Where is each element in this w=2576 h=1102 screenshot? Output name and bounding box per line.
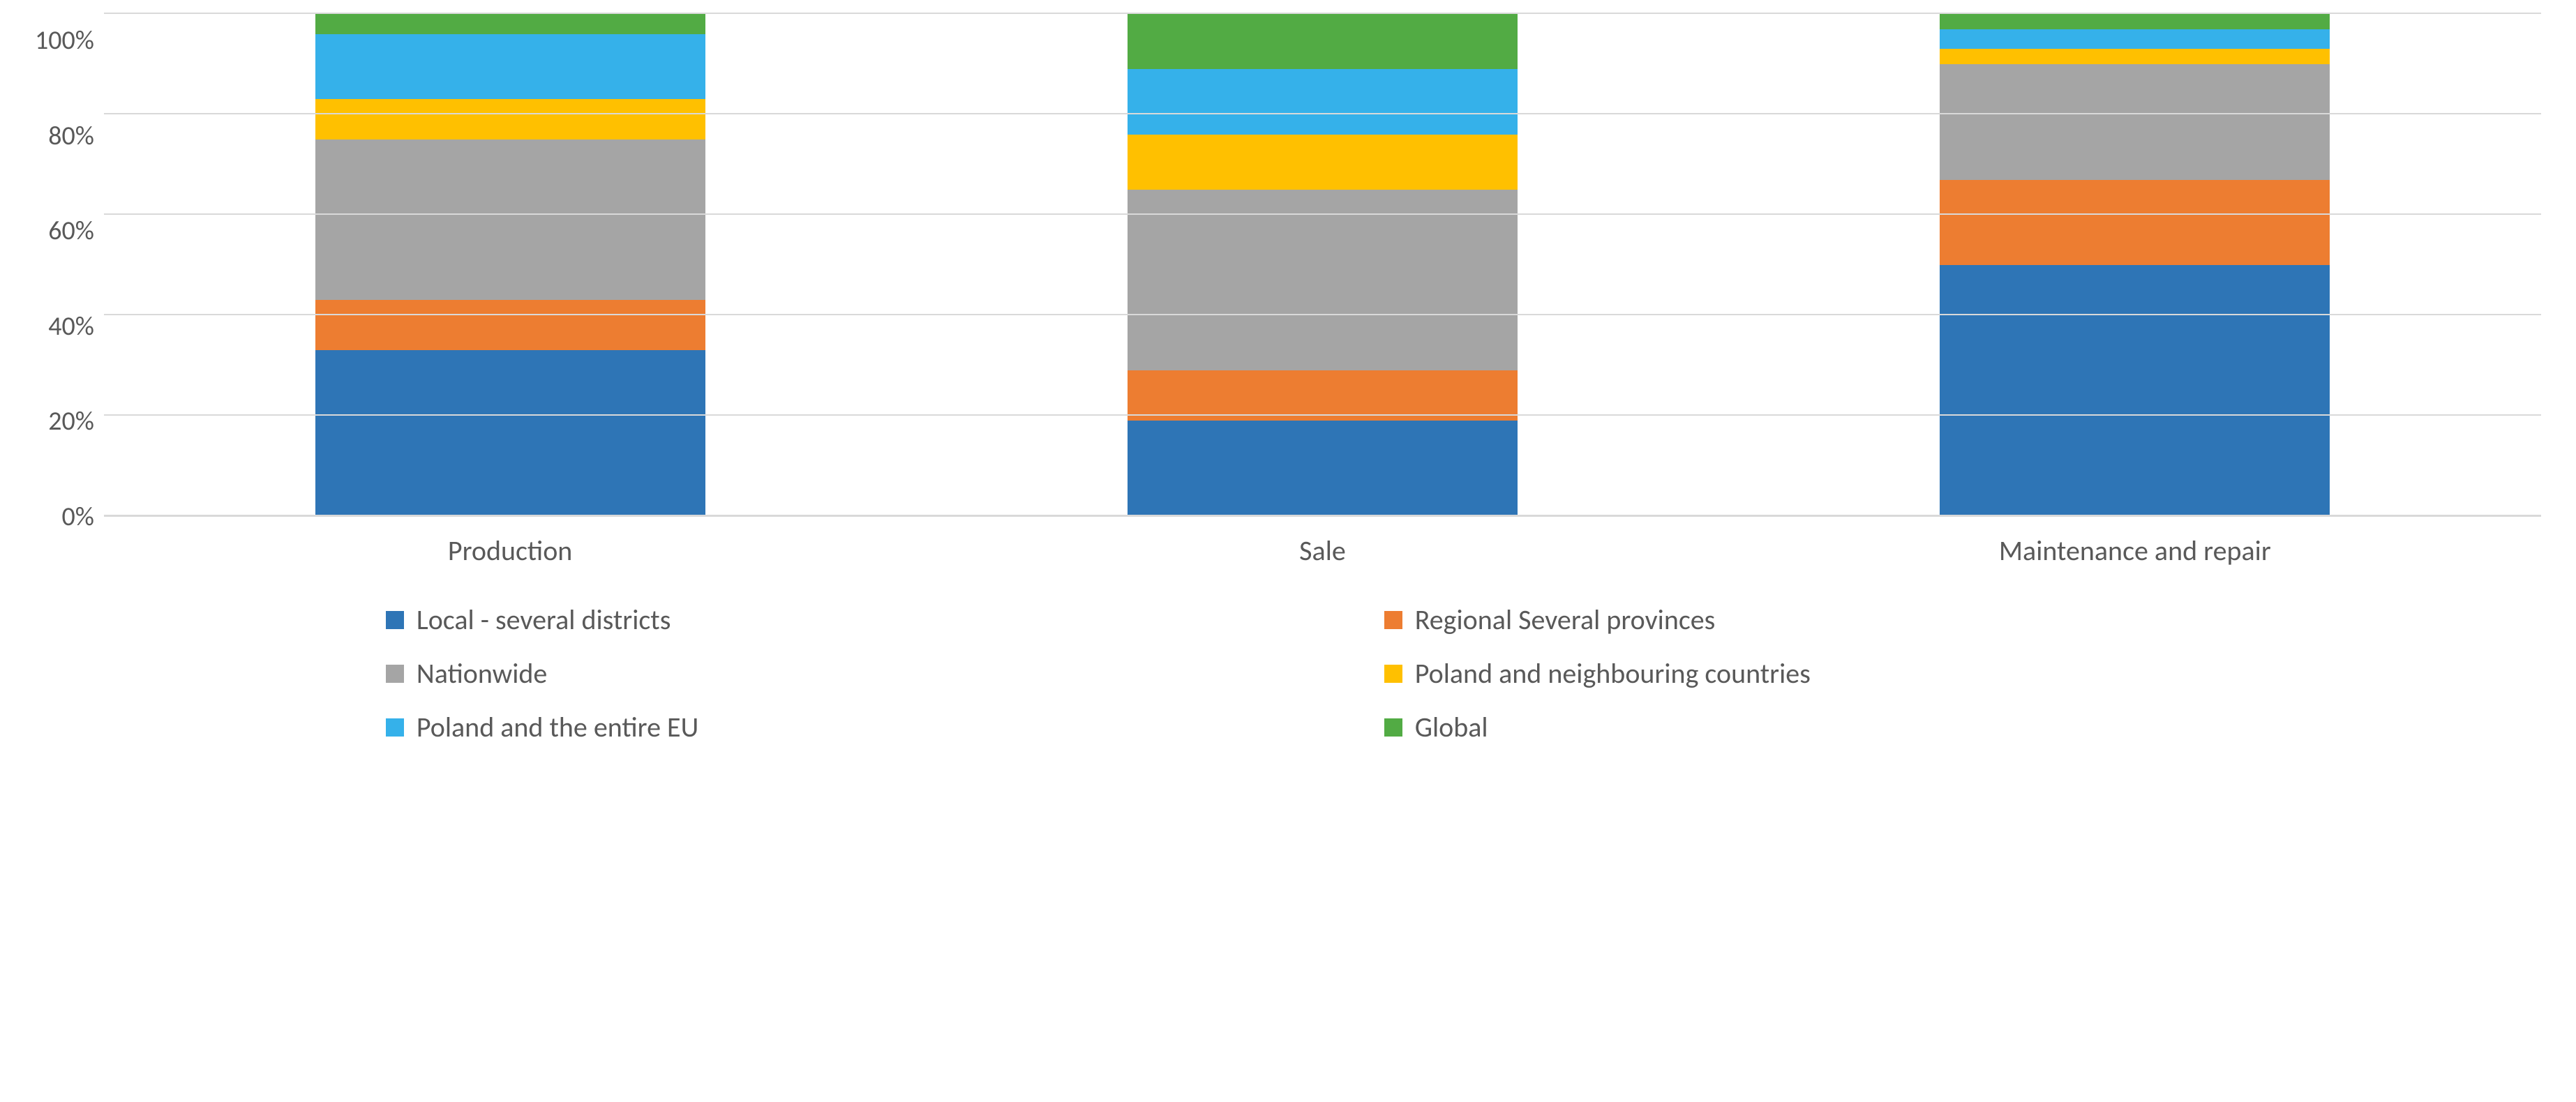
legend-swatch xyxy=(386,665,404,683)
legend-item: Poland and neighbouring countries xyxy=(1384,656,2341,690)
gridline xyxy=(104,213,2541,215)
plot-area xyxy=(104,14,2541,517)
legend: Local - several districts Regional Severa… xyxy=(35,603,2541,744)
x-axis-label: Maintenance and repair xyxy=(1729,517,2541,568)
legend-swatch xyxy=(386,718,404,737)
bar-segment xyxy=(315,300,705,350)
y-axis: 100%80%60%40%20%0% xyxy=(35,14,104,517)
x-axis-label: Production xyxy=(104,517,916,568)
legend-label: Poland and the entire EU xyxy=(417,710,698,744)
stacked-bar-chart: 100% 80% 60% 40% 20% 0% ProductionSaleMainten… xyxy=(0,0,2576,765)
legend-swatch xyxy=(1384,665,1402,683)
gridline xyxy=(104,13,2541,14)
legend-swatch xyxy=(1384,611,1402,629)
bar-slot xyxy=(1729,14,2541,516)
bar-segment xyxy=(1128,14,1518,69)
bar-segment xyxy=(1940,64,2330,180)
bar-segment xyxy=(1940,180,2330,265)
y-tick: 80% xyxy=(48,123,94,149)
bar-segment xyxy=(315,14,705,34)
y-tick: 20% xyxy=(48,408,94,435)
x-axis: ProductionSaleMaintenance and repair xyxy=(35,517,2541,568)
bar-segment xyxy=(1940,14,2330,29)
bar-segment xyxy=(1128,69,1518,135)
gridline xyxy=(104,515,2541,516)
y-tick: 40% xyxy=(48,313,94,340)
legend-label: Nationwide xyxy=(417,656,547,690)
bar-segment xyxy=(315,99,705,139)
gridline xyxy=(104,113,2541,114)
bar-segment xyxy=(1940,49,2330,64)
legend-item: Local - several districts xyxy=(386,603,1342,637)
bar-slot xyxy=(104,14,916,516)
bar-segment xyxy=(1128,370,1518,421)
x-axis-label: Sale xyxy=(916,517,1728,568)
bar-segment xyxy=(1128,135,1518,190)
x-axis-labels: ProductionSaleMaintenance and repair xyxy=(104,517,2541,568)
bar xyxy=(315,14,705,516)
bar-segment xyxy=(315,350,705,516)
bar-segment xyxy=(1940,29,2330,50)
bar xyxy=(1128,14,1518,516)
legend-item: Global xyxy=(1384,710,2341,744)
bar-segment xyxy=(1128,190,1518,370)
bar xyxy=(1940,14,2330,516)
legend-label: Global xyxy=(1415,710,1488,744)
plot-row: 100%80%60%40%20%0% xyxy=(35,14,2541,517)
gridline xyxy=(104,414,2541,416)
legend-item: Poland and the entire EU xyxy=(386,710,1342,744)
bar-segment xyxy=(1128,421,1518,516)
y-tick: 60% xyxy=(48,218,94,244)
legend-swatch xyxy=(386,611,404,629)
bar-segment xyxy=(315,34,705,100)
bars-container xyxy=(104,14,2541,516)
gridline xyxy=(104,314,2541,315)
legend-label: Local - several districts xyxy=(417,603,671,637)
y-tick: 0% xyxy=(62,504,94,530)
legend-swatch xyxy=(1384,718,1402,737)
legend-label: Poland and neighbouring countries xyxy=(1415,656,1811,690)
legend-label: Regional Several provinces xyxy=(1415,603,1716,637)
legend-item: Regional Several provinces xyxy=(1384,603,2341,637)
bar-slot xyxy=(916,14,1728,516)
bar-segment xyxy=(315,139,705,300)
bar-segment xyxy=(1940,265,2330,516)
legend-item: Nationwide xyxy=(386,656,1342,690)
y-tick: 100% xyxy=(35,27,94,54)
